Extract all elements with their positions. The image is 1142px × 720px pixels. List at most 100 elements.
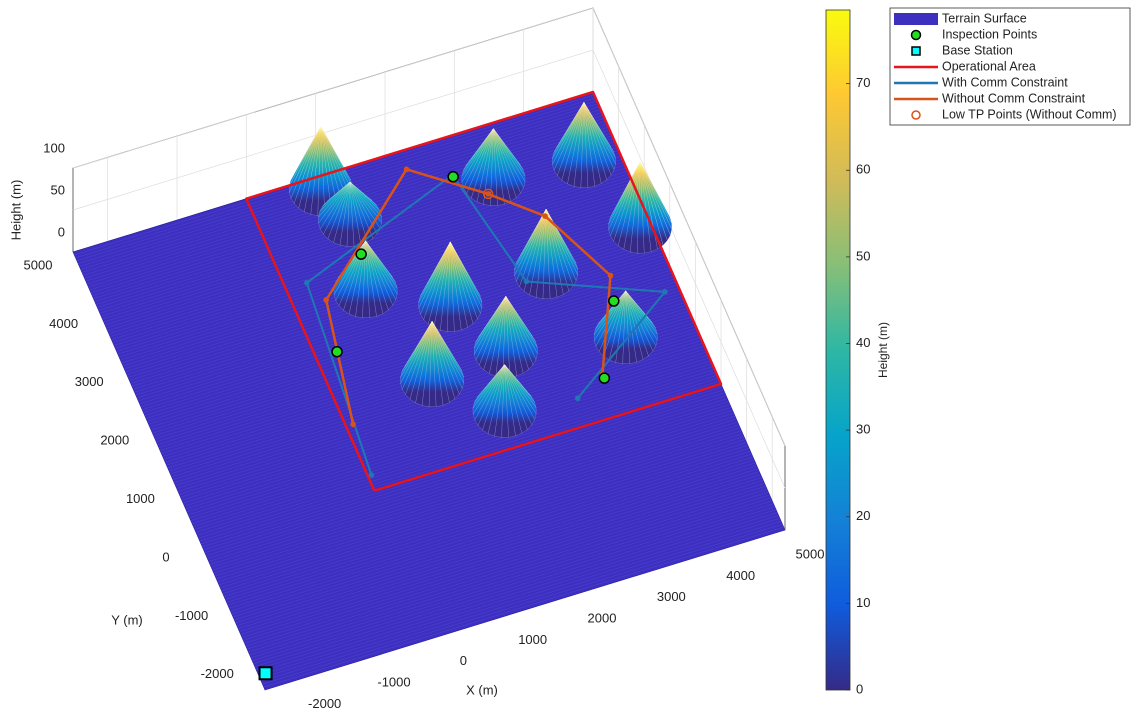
hill xyxy=(318,181,382,247)
hill-facet xyxy=(583,102,608,184)
waypoint xyxy=(607,272,614,279)
hill-facet xyxy=(433,241,451,331)
hill-facet xyxy=(625,290,658,334)
hill-facet xyxy=(640,161,672,224)
path-with-comm xyxy=(305,174,666,476)
hill xyxy=(461,128,526,206)
hill-facet xyxy=(327,181,351,243)
hill-facet xyxy=(483,296,506,374)
hill-facet xyxy=(504,364,528,434)
hill xyxy=(552,102,616,188)
waypoint xyxy=(523,278,530,285)
y-tick-label: 5000 xyxy=(24,257,53,272)
waypoint xyxy=(350,421,356,428)
hill-facet xyxy=(319,181,351,212)
hill-facet xyxy=(463,128,494,171)
y-tick-label: -2000 xyxy=(201,666,234,681)
hill-facet xyxy=(365,240,389,315)
hill-facet xyxy=(557,102,585,181)
z-axis-label: Height (m) xyxy=(8,180,23,241)
hill-facet xyxy=(505,296,538,348)
hill-facet xyxy=(493,128,517,202)
y-tick-label: 0 xyxy=(162,549,169,564)
low-tp-point xyxy=(482,188,494,200)
operational-area xyxy=(245,90,723,492)
colorbar-tick-label: 60 xyxy=(856,162,870,177)
colorbar-scale xyxy=(825,9,851,691)
hill-facet xyxy=(418,241,451,309)
hill-facet xyxy=(365,240,384,317)
hill-facet xyxy=(365,240,398,289)
colorbar: 0 10 20 30 40 50 60 70 Height (m) xyxy=(825,9,890,696)
waypoint xyxy=(368,472,375,478)
hill-facet xyxy=(463,128,494,194)
inspection-point xyxy=(608,295,620,307)
hill xyxy=(418,241,483,332)
inspection-point xyxy=(355,248,367,260)
hill-facet xyxy=(474,364,505,426)
hill-facet xyxy=(477,364,505,431)
x-tick-label: 3000 xyxy=(657,589,686,604)
legend-label: With Comm Constraint xyxy=(942,75,1068,89)
legend-label: Inspection Points xyxy=(942,27,1037,41)
hill-facet xyxy=(461,128,494,177)
waypoint xyxy=(304,279,310,286)
legend-label: Operational Area xyxy=(942,59,1036,73)
hill-facet xyxy=(552,102,585,159)
base-station xyxy=(258,666,273,681)
plot-area xyxy=(72,7,786,691)
x-tick-label: -1000 xyxy=(377,674,410,689)
inspection-point xyxy=(331,345,343,358)
x-axis-label: X (m) xyxy=(466,682,498,697)
hill-facet xyxy=(583,102,616,158)
hill xyxy=(593,290,658,364)
hill-facet xyxy=(346,181,355,247)
x-tick-label: 0 xyxy=(460,653,467,668)
hill-facet xyxy=(365,240,398,295)
legend-swatch xyxy=(894,13,938,25)
y-tick-label: 1000 xyxy=(126,491,155,506)
hill-facet xyxy=(431,321,450,406)
waypoint xyxy=(574,395,581,402)
y-tick-label: 2000 xyxy=(100,433,129,448)
legend-swatch xyxy=(910,29,922,41)
hill-facet xyxy=(583,102,615,176)
hill-facet xyxy=(450,241,483,315)
legend-label: Low TP Points (Without Comm) xyxy=(942,107,1117,121)
hill-facet xyxy=(514,209,547,282)
inspection-point xyxy=(447,171,459,183)
legend-swatch xyxy=(911,46,921,56)
legend-label: Base Station xyxy=(942,43,1013,57)
y-tick-label: -1000 xyxy=(175,608,208,623)
colorbar-tick-label: 40 xyxy=(856,335,870,350)
z-tick-label: 50 xyxy=(51,182,65,197)
hill-facet xyxy=(505,296,538,360)
x-tick-label: 5000 xyxy=(796,546,825,561)
legend: Terrain Surface Inspection Points Base Sta… xyxy=(889,7,1131,126)
colorbar-tick-label: 50 xyxy=(856,248,870,263)
hill xyxy=(288,125,353,216)
hill-facet xyxy=(553,102,585,153)
hill-facet xyxy=(504,364,537,415)
colorbar-tick-label: 70 xyxy=(856,75,870,90)
hill-facet xyxy=(615,290,626,364)
hill-facet xyxy=(400,321,433,378)
colorbar-tick-label: 30 xyxy=(856,422,870,437)
hill-facet xyxy=(402,321,433,396)
hill-facet xyxy=(595,290,626,329)
colorbar-tick-label: 0 xyxy=(856,681,863,696)
waypoint xyxy=(542,213,548,219)
hill-facet xyxy=(553,102,585,177)
hill xyxy=(472,364,537,438)
hill-facet xyxy=(504,364,516,438)
hill xyxy=(608,161,673,254)
waypoint xyxy=(662,289,668,295)
hill-facet xyxy=(298,125,321,213)
hill-facet xyxy=(431,321,464,377)
x-tick-label: -2000 xyxy=(308,696,341,711)
x-tick-label: 1000 xyxy=(518,632,547,647)
x-tick-label: 4000 xyxy=(726,568,755,583)
hill-facet xyxy=(320,125,353,186)
